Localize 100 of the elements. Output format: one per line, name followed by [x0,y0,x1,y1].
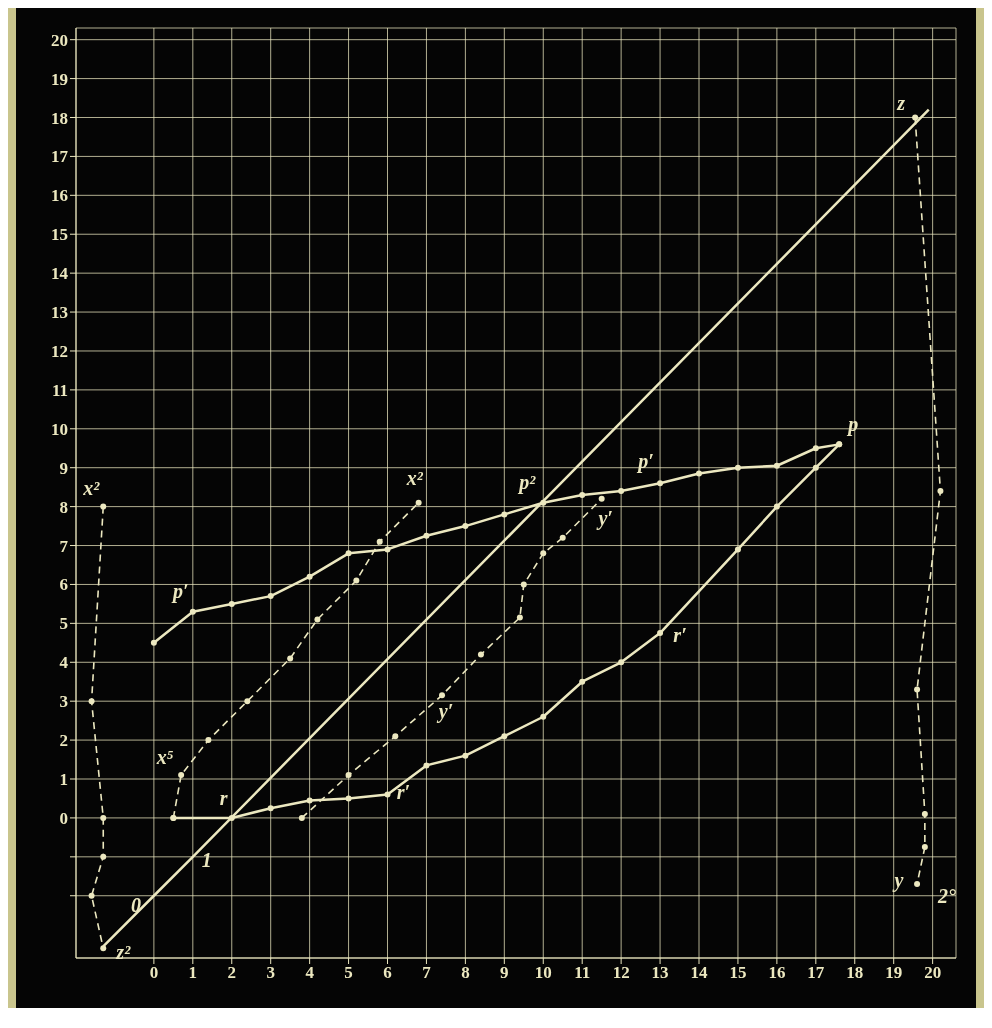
point [439,692,446,699]
y-tick-label: 1 [59,770,68,790]
y-tick-label: 16 [51,186,68,206]
point [462,523,469,530]
y-tick-label: 8 [59,497,68,517]
point [812,464,819,471]
point [559,534,566,541]
point [540,499,547,506]
annotation: r′ [673,623,687,646]
x-tick-label: 2 [227,963,236,983]
point [657,480,664,487]
y-tick-label: 17 [51,147,69,167]
point [267,805,274,812]
point [921,811,928,818]
y-tick-label: 10 [51,419,68,439]
y-tick-label: 3 [59,692,68,712]
x-tick-label: 5 [344,963,353,983]
point [306,573,313,580]
x-tick-label: 12 [612,963,630,983]
y-tick-label: 0 [59,808,68,828]
annotation: p′ [171,580,189,604]
x-tick-label: 18 [846,963,864,983]
x-tick-label: 11 [574,963,591,983]
x-tick-label: 4 [305,963,315,983]
point [244,698,251,705]
annotation: y′ [596,507,613,531]
y-tick-label: 19 [51,69,68,89]
point [88,892,95,899]
point [150,639,157,646]
x-tick-label: 13 [651,963,669,983]
x-tick-label: 15 [729,963,747,983]
point [520,581,527,588]
y-tick-label: 6 [59,575,68,595]
point [921,844,928,851]
x-tick-label: 14 [690,963,709,983]
x-tick-label: 0 [149,963,159,983]
x-tick-label: 3 [266,963,275,983]
y-tick-label: 5 [59,614,68,634]
annotation: z [896,92,906,115]
x-tick-label: 19 [885,963,903,983]
annotation: x⁵ [155,745,174,768]
point [100,945,107,952]
point [914,881,921,888]
annotation: 0 [130,894,141,917]
annotation: p² [517,471,537,495]
point [228,600,235,607]
x-tick-label: 10 [534,963,552,983]
point [501,511,508,518]
point [423,762,430,769]
point [540,550,547,557]
point [205,737,212,744]
point [516,614,523,621]
y-tick-label: 20 [51,30,68,50]
annotation: r′ [396,781,411,804]
annotation: x² [405,467,424,490]
point [287,655,294,662]
point [618,659,625,666]
annotation: y′ [436,699,454,723]
point [100,503,107,510]
point [298,814,305,821]
point [345,550,352,557]
point [734,546,741,553]
point [477,651,484,658]
y-tick-label: 13 [51,303,68,323]
point [415,499,422,506]
x-tick-label: 9 [500,963,509,983]
annotation: 1 [201,849,212,872]
point [501,733,508,740]
point [540,713,547,720]
annotation: x² [82,477,101,500]
y-tick-label: 14 [51,264,69,284]
x-tick-label: 6 [383,963,392,983]
x-tick-label: 7 [422,963,432,983]
point [376,538,383,545]
x-tick-label: 17 [807,963,825,983]
point [812,445,819,452]
point [345,795,352,802]
point [462,752,469,759]
y-tick-label: 18 [51,108,68,128]
point [353,577,360,584]
y-tick-label: 4 [59,653,69,673]
point [100,814,107,821]
y-tick-label: 12 [51,342,68,362]
point [773,503,780,510]
point [392,733,399,740]
x-tick-label: 1 [188,963,198,983]
y-tick-label: 11 [51,380,68,400]
point [345,772,352,779]
x-tick-label: 20 [924,963,942,983]
point [189,608,196,615]
y-tick-label: 7 [59,536,69,556]
point [267,593,274,600]
point [423,532,430,539]
y-tick-label: 9 [59,458,68,478]
point [384,791,391,798]
point [657,630,664,637]
point [384,546,391,553]
point [178,772,185,779]
annotation: r [219,786,228,809]
x-tick-label: 8 [461,963,470,983]
